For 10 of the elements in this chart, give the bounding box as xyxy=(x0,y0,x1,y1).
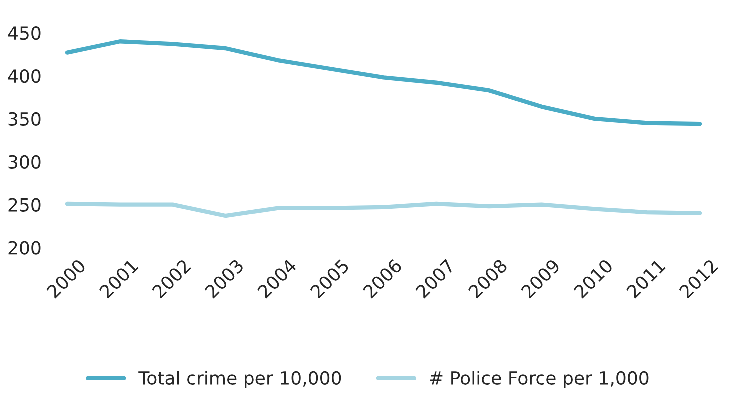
y-tick-label: 250 xyxy=(8,198,41,212)
y-tick-label: 200 xyxy=(8,241,41,255)
y-tick-label: 300 xyxy=(8,155,41,170)
legend-label: # Police Force per 1,000 xyxy=(430,371,649,388)
line-series xyxy=(65,40,702,126)
y-tick-label: 350 xyxy=(8,112,41,126)
line-series xyxy=(65,202,702,218)
y-tick-label: 400 xyxy=(8,69,41,84)
legend-label: Total crime per 10,000 xyxy=(138,371,342,388)
y-tick-label: 450 xyxy=(8,26,41,40)
